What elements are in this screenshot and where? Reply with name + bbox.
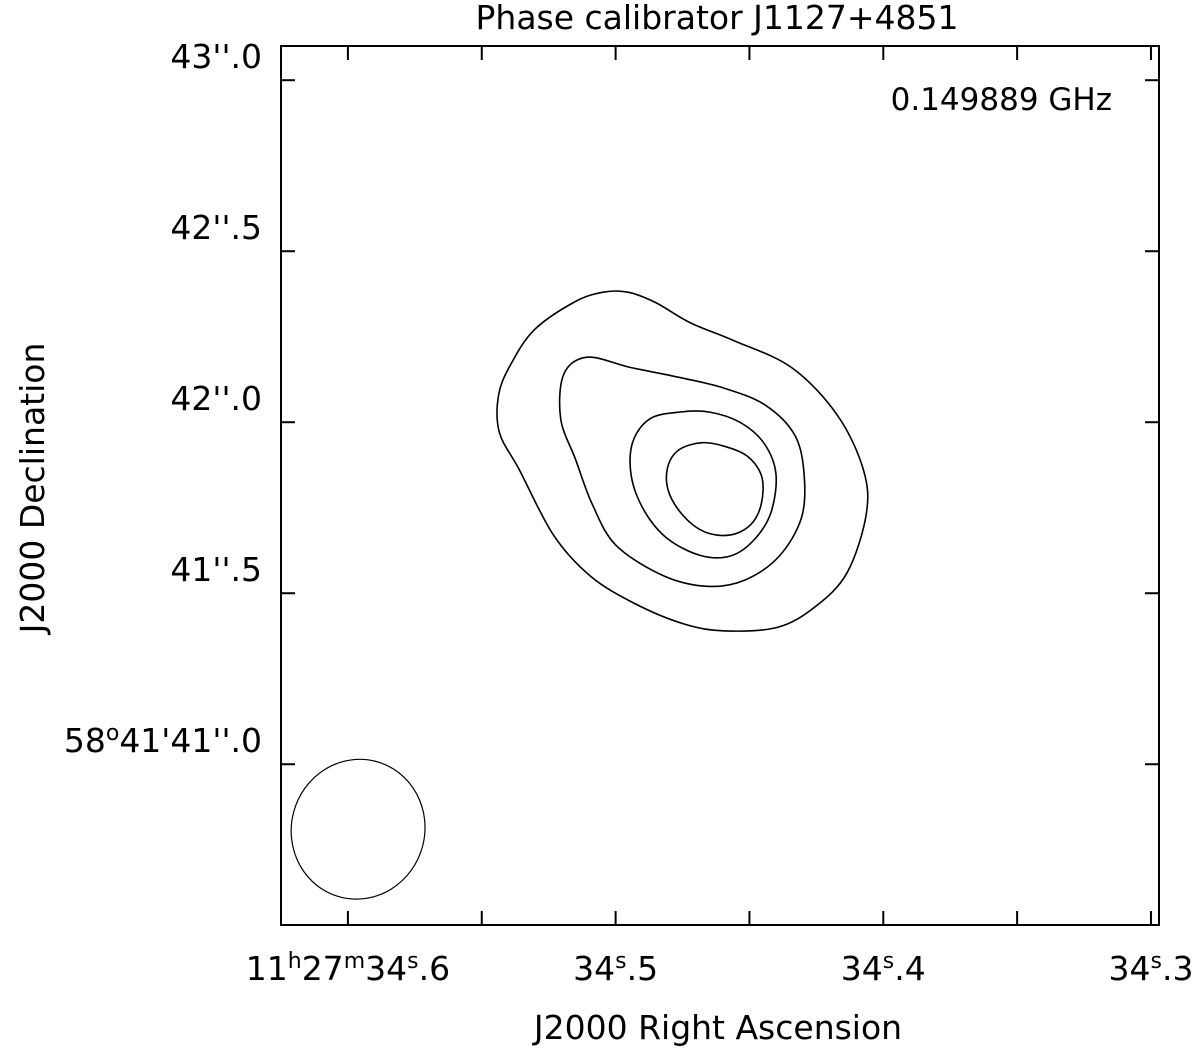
contour-level-2 (558, 356, 806, 588)
y-tick-labels: 43''.0 42''.5 42''.0 41''.5 58o41'41''.0 (64, 37, 262, 760)
y-tick-arcsec: 42''.5 (170, 208, 262, 247)
x-tick-seconds: 34 (841, 949, 883, 988)
x-tick-s-sup: s (407, 949, 418, 974)
y-tick-label: 42''.5 (170, 208, 262, 247)
x-tick-labels: 11h27m34s.6 34s.5 34s.4 34s.3 (246, 949, 1194, 988)
x-tick-fraction: .5 (627, 949, 659, 988)
contour-lines (496, 290, 869, 632)
x-tick-h-sup: h (288, 949, 302, 974)
x-tick-m-sup: m (344, 949, 365, 974)
x-tick-fraction: .6 (419, 949, 451, 988)
x-tick-hours: 11 (246, 949, 288, 988)
y-tick-arcsec: 43''.0 (170, 37, 262, 76)
x-tick-label: 34s.3 (1108, 949, 1193, 988)
x-tick-seconds: 34 (573, 949, 615, 988)
beam-ellipse-group (290, 758, 426, 900)
plot-frame (280, 45, 1160, 926)
y-tick-arcsec: 42''.0 (170, 379, 262, 418)
x-tick-label: 34s.4 (841, 949, 926, 988)
x-tick-label: 34s.5 (573, 949, 658, 988)
y-tick-arcsec: 41''.5 (170, 550, 262, 589)
x-tick-fraction: .3 (1162, 949, 1194, 988)
x-tick-seconds: 34 (1108, 949, 1150, 988)
x-tick-minutes: 27 (302, 949, 344, 988)
x-tick-s-sup: s (1150, 949, 1161, 974)
contour-level-4 (665, 441, 764, 537)
chart-title: Phase calibrator J1127+4851 (476, 0, 959, 37)
y-tick-arcsec: 41'41''.0 (119, 721, 262, 760)
y-tick-degrees: 58 (64, 721, 106, 760)
x-tick-label: 11h27m34s.6 (246, 949, 450, 988)
contour-level-3 (629, 410, 778, 559)
x-tick-seconds: 34 (365, 949, 407, 988)
y-tick-label: 41''.5 (170, 550, 262, 589)
x-axis-label: J2000 Right Ascension (532, 1008, 902, 1047)
y-tick-label: 42''.0 (170, 379, 262, 418)
y-tick-label: 58o41'41''.0 (64, 721, 262, 760)
x-tick-s-sup: s (883, 949, 894, 974)
beam-ellipse (290, 758, 426, 900)
x-tick-fraction: .4 (894, 949, 926, 988)
y-tick-deg-sup: o (106, 721, 119, 746)
x-tick-s-sup: s (615, 949, 626, 974)
contour-level-1 (496, 290, 869, 632)
y-tick-label: 43''.0 (170, 37, 262, 76)
frequency-annotation: 0.149889 GHz (891, 82, 1112, 118)
y-axis-label: J2000 Declination (13, 343, 52, 636)
axis-ticks (281, 46, 1159, 925)
